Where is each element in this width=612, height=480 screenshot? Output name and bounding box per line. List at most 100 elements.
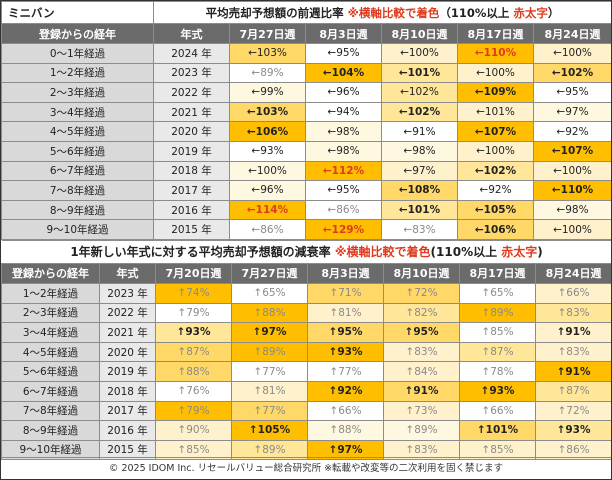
weekly-ratio-cell: ←92% [457,180,534,201]
row-label-elapsed: 5～6年経過 [1,361,100,382]
decay-rate-cell: ↑91% [383,380,460,402]
weekly-ratio-cell: ←98% [533,199,611,221]
decay-rate-cell: ↑84% [383,361,460,382]
col-header-elapsed: 登録からの経年 [1,262,100,284]
decay-rate-cell: ↑87% [534,380,611,402]
weekly-ratio-cell: ←100% [533,219,611,240]
section2-note-end: ) [537,245,543,260]
col-header-week: 8月10日週 [383,262,460,284]
row-label-elapsed: 0～1年経過 [1,43,154,64]
decay-rate-cell: ↑77% [231,361,308,382]
row-label-model-year: 2020 年 [153,121,230,142]
table-row: 0～1年経過 2024 年 ←103% ←95% ←100% ←110% ←100% [1,43,611,64]
weekly-ratio-cell: ←107% [533,140,611,162]
row-label-elapsed: 4～5年経過 [1,341,100,363]
section1-note-red: 赤太字 [513,5,548,20]
weekly-ratio-cell: ←83% [381,219,458,240]
section2-title: 1年新しい年式に対する平均売却予想額の減衰率 [70,245,331,260]
weekly-ratio-cell: ←112% [305,160,382,182]
weekly-ratio-cell: ←100% [229,160,306,182]
decay-rate-cell: ↑89% [231,439,308,461]
weekly-ratio-cell: ←102% [533,62,611,84]
weekly-ratio-cell: ←107% [457,121,534,142]
decay-rate-cell: ↑86% [534,439,611,461]
weekly-ratio-cell: ←94% [305,101,382,123]
table-row: 5～6年経過 2019 年 ↑88% ↑77% ↑77% ↑84% ↑78% ↑91% [1,361,611,382]
table-row: 6～7年経過 2018 年 ↑76% ↑81% ↑92% ↑91% ↑93% ↑87% [1,380,611,402]
decay-rate-cell: ↑92% [307,380,384,402]
weekly-ratio-cell: ←101% [457,101,534,123]
weekly-ratio-cell: ←97% [533,101,611,123]
section1-note-paren: （110%以上 [439,5,510,20]
decay-rate-cell: ↑88% [155,361,232,382]
col-header-week: 8月24日週 [534,262,611,284]
decay-rate-cell: ↑72% [383,282,460,304]
row-label-model-year: 2017 年 [99,400,156,422]
decay-rate-cell: ↑83% [534,341,611,363]
decay-rate-cell: ↑66% [534,282,611,304]
weekly-ratio-cell: ←114% [229,199,306,221]
decay-rate-cell: ↑93% [307,341,384,363]
weekly-ratio-cell: ←100% [533,43,611,64]
weekly-ratio-cell: ←100% [457,140,534,162]
col-header-week: 8月17日週 [457,23,534,44]
weekly-ratio-cell: ←98% [381,140,458,162]
decay-rate-cell: ↑66% [307,400,384,422]
section1-title-cell: 平均売却予想額の前週比率 ※横軸比較で着色（110%以上 赤太字） [153,1,611,24]
section2-note-mark: ※横軸比較で着色 [334,245,431,260]
col-header-week: 8月24日週 [533,23,611,44]
row-label-elapsed: 5～6年経過 [1,140,154,162]
row-label-model-year: 2021 年 [153,101,230,123]
decay-rate-cell: ↑81% [307,302,384,324]
decay-rate-cell: ↑77% [231,400,308,422]
table-row: 9～10年経過 2015 年 ↑85% ↑89% ↑97% ↑83% ↑85% ↑86% [1,439,611,461]
decay-rate-cell: ↑74% [155,282,232,304]
decay-rate-cell: ↑93% [534,420,611,441]
table-row: 1～2年経過 2023 年 ←89% ←104% ←101% ←100% ←102% [1,62,611,84]
weekly-ratio-cell: ←102% [457,160,534,182]
decay-rate-cell: ↑66% [459,400,536,422]
section2-title-cell: 1年新しい年式に対する平均売却予想額の減衰率 ※横軸比較で着色(110%以上 赤… [1,239,611,264]
table-row: 3～4年経過 2021 年 ↑93% ↑97% ↑95% ↑95% ↑85% ↑91% [1,322,611,343]
decay-rate-cell: ↑93% [155,322,232,343]
row-label-model-year: 2022 年 [153,82,230,103]
decay-rate-cell: ↑65% [231,282,308,304]
decay-rate-cell: ↑88% [231,302,308,324]
row-label-model-year: 2022 年 [99,302,156,324]
decay-rate-cell: ↑83% [383,341,460,363]
section2-note-paren: (110%以上 [430,245,498,260]
row-label-elapsed: 9～10年経過 [1,219,154,240]
weekly-ratio-cell: ←103% [229,43,306,64]
table-row: 6～7年経過 2018 年 ←100% ←112% ←97% ←102% ←100% [1,160,611,182]
decay-rate-cell: ↑79% [155,302,232,324]
weekly-ratio-cell: ←96% [229,180,306,201]
decay-rate-cell: ↑79% [155,400,232,422]
table-row: 4～5年経過 2020 年 ←106% ←98% ←91% ←107% ←92% [1,121,611,142]
row-label-elapsed: 6～7年経過 [1,380,100,402]
row-label-model-year: 2016 年 [153,199,230,221]
table-row: 8～9年経過 2016 年 ←114% ←86% ←101% ←105% ←98% [1,199,611,221]
weekly-ratio-cell: ←110% [457,43,534,64]
weekly-ratio-cell: ←100% [457,62,534,84]
weekly-ratio-cell: ←100% [533,160,611,182]
section1-title: 平均売却予想額の前週比率 [205,5,344,20]
row-label-elapsed: 2～3年経過 [1,82,154,103]
weekly-ratio-cell: ←105% [457,199,534,221]
weekly-ratio-cell: ←101% [381,62,458,84]
row-label-elapsed: 1～2年経過 [1,62,154,84]
decay-rate-cell: ↑87% [155,341,232,363]
weekly-ratio-cell: ←104% [305,62,382,84]
decay-rate-cell: ↑72% [534,400,611,422]
weekly-ratio-cell: ←91% [381,121,458,142]
decay-rate-cell: ↑87% [459,341,536,363]
weekly-ratio-cell: ←106% [229,121,306,142]
row-label-model-year: 2019 年 [153,140,230,162]
weekly-ratio-cell: ←102% [381,82,458,103]
decay-rate-cell: ↑93% [459,380,536,402]
col-header-elapsed: 登録からの経年 [1,23,154,44]
row-label-elapsed: 2～3年経過 [1,302,100,324]
decay-rate-cell: ↑105% [231,420,308,441]
weekly-ratio-cell: ←110% [533,180,611,201]
weekly-ratio-cell: ←108% [381,180,458,201]
